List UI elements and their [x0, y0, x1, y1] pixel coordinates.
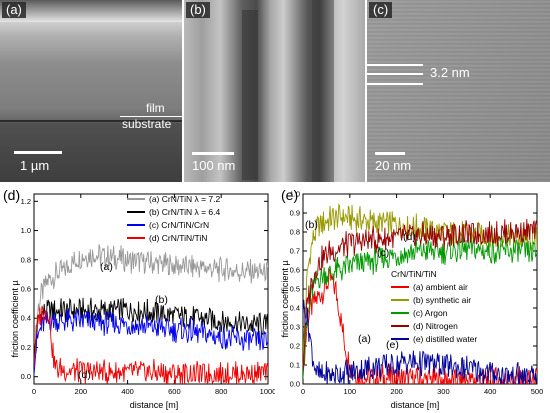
- series-tag: (e): [386, 339, 399, 351]
- x-tick-label: 300: [437, 387, 450, 396]
- x-tick-label: 0: [301, 387, 305, 396]
- micrograph-c: (c) 3.2 nm 20 nm: [367, 0, 550, 182]
- y-tick-label: 1.0: [290, 190, 300, 199]
- series-trace: [303, 267, 537, 384]
- x-tick-label: 200: [390, 387, 403, 396]
- y-tick-label: 0.4: [21, 314, 31, 323]
- series-trace: [34, 305, 268, 384]
- y-tick-label: 1.2: [21, 197, 31, 206]
- scale-bar: [14, 151, 62, 154]
- panel-label-a: (a): [2, 2, 26, 18]
- y-tick-label: 0.3: [290, 323, 300, 332]
- legend-title: CrN/TiN/TiN: [391, 269, 437, 279]
- film-pointer-line: [120, 116, 182, 117]
- friction-chart-d: (d) friction coefficient µ distance [m] …: [3, 187, 275, 410]
- substrate-label: substrate: [122, 117, 172, 131]
- y-tick-label: 0.2: [21, 343, 31, 352]
- y-tick-label: 0.7: [290, 247, 300, 256]
- y-axis-label: friction coefficient µ: [280, 260, 290, 337]
- y-tick-label: 0.4: [290, 304, 300, 313]
- series-tag: (d): [78, 369, 91, 381]
- panel-label-d: (d): [3, 187, 20, 203]
- x-tick-label: 200: [75, 387, 88, 396]
- scale-label: 100 nm: [192, 158, 236, 173]
- series-tag: (c): [90, 311, 102, 323]
- y-tick-label: 0.8: [290, 228, 300, 237]
- legend-entry: (c) Argon: [413, 308, 448, 318]
- legend-entry: (b) CrN/TiN λ = 6.4: [149, 207, 221, 217]
- y-tick-label: 0.6: [21, 285, 31, 294]
- series-tag: (c): [377, 247, 389, 259]
- y-tick-label: 1.0: [21, 226, 31, 235]
- y-tick-label: 0.8: [21, 255, 31, 264]
- x-tick-label: 400: [484, 387, 497, 396]
- scale-bar: [375, 152, 405, 155]
- y-tick-label: 0.0: [21, 372, 31, 381]
- panel-label-e: (e): [281, 187, 298, 203]
- scale-label: 1 µm: [20, 158, 50, 173]
- x-tick-label: 0: [32, 387, 36, 396]
- panel-label-c: (c): [369, 2, 393, 18]
- y-tick-label: 0.1: [290, 361, 300, 370]
- x-tick-label: 100: [344, 387, 357, 396]
- legend-entry: (c) CrN/TiN/CrN: [149, 220, 209, 230]
- y-tick-label: 0.0: [290, 380, 300, 389]
- series-trace: [34, 308, 268, 375]
- series-tag: (b): [155, 294, 168, 306]
- series-trace: [303, 218, 537, 371]
- panel-label-b: (b): [186, 2, 210, 18]
- scale-label: 20 nm: [375, 158, 412, 173]
- columnar-grain-1: [242, 10, 258, 180]
- period-marker-2: [367, 73, 423, 75]
- film-substrate-interface: [0, 120, 182, 122]
- x-axis-label: distance [m]: [391, 400, 440, 410]
- period-marker-1: [367, 64, 423, 66]
- series-trace: [34, 244, 268, 375]
- film-surface-band: [0, 0, 182, 22]
- x-tick-label: 400: [121, 387, 134, 396]
- legend-entry: (b) synthetic air: [413, 295, 471, 305]
- x-tick-label: 800: [215, 387, 228, 396]
- series-trace: [303, 299, 537, 384]
- spacing-label: 3.2 nm: [430, 65, 470, 80]
- y-tick-label: 0.9: [290, 209, 300, 218]
- y-axis-label: friction coefficient µ: [10, 280, 20, 357]
- x-tick-label: 600: [168, 387, 181, 396]
- y-tick-label: 0.6: [290, 266, 300, 275]
- series-tag: (a): [358, 333, 371, 345]
- x-tick-label: 500: [531, 387, 544, 396]
- series-tag: (b): [305, 219, 318, 231]
- micrograph-b: (b) 100 nm: [184, 0, 365, 182]
- y-tick-label: 0.5: [290, 285, 300, 294]
- x-axis-label: distance [m]: [130, 400, 179, 410]
- series-trace: [34, 297, 268, 369]
- legend-entry: (a) CrN/TiN λ = 7.2: [149, 194, 221, 204]
- friction-chart-e: (e) friction coefficient µ distance [m] …: [280, 187, 544, 410]
- legend-entry: (e) distilled water: [413, 334, 477, 344]
- legend-entry: (d) Nitrogen: [413, 321, 458, 331]
- legend-entry: (d) CrN/TiN/TiN: [149, 233, 207, 243]
- legend-entry: (a) ambient air: [413, 282, 468, 292]
- x-tick-label: 1000: [260, 387, 275, 396]
- film-label: film: [146, 101, 165, 115]
- lattice-shading: [367, 0, 550, 182]
- period-marker-3: [367, 83, 423, 85]
- columnar-grain-2: [312, 0, 334, 182]
- series-tag: (d): [403, 231, 416, 243]
- micrograph-a: (a) film substrate 1 µm: [0, 0, 182, 182]
- scale-bar: [192, 152, 234, 155]
- series-tag: (a): [100, 261, 113, 273]
- y-tick-label: 0.2: [290, 342, 300, 351]
